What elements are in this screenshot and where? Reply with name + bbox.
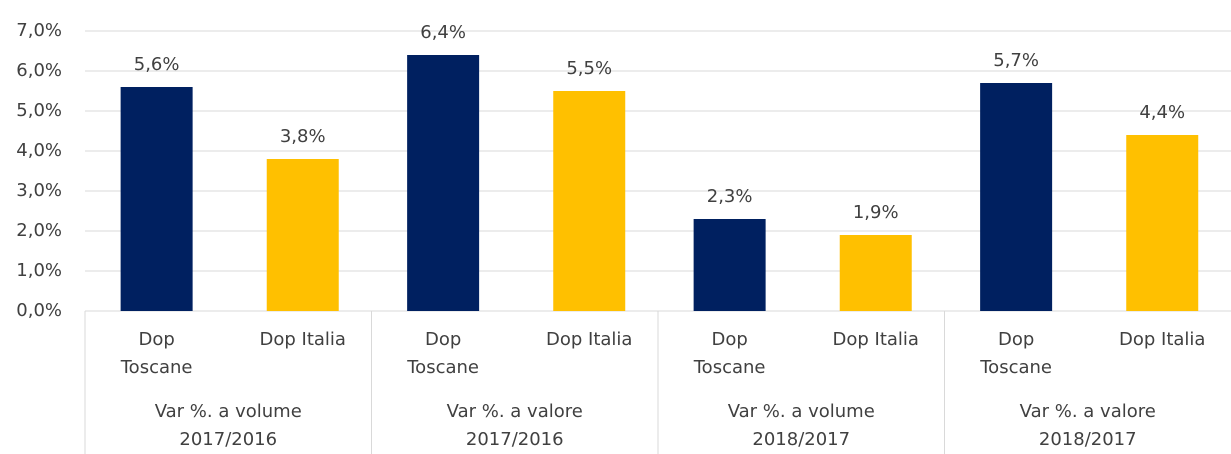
bar [407,55,480,311]
data-label: 2,3% [707,186,753,207]
category-label: Dop Toscane [120,329,193,378]
category-label: Dop Italia [546,329,633,350]
bar [839,235,912,311]
data-label: 5,7% [993,50,1039,71]
y-tick-label: 1,0% [16,260,62,281]
data-label: 1,9% [853,202,899,223]
y-tick-label: 7,0% [16,20,62,41]
category-label: Dop Italia [259,329,346,350]
bar [266,159,339,311]
category-label: Dop Toscane [980,329,1052,378]
y-tick-label: 4,0% [16,140,62,161]
y-tick-label: 5,0% [16,100,62,121]
category-label: Dop Toscane [693,329,766,378]
data-label: 6,4% [420,22,466,43]
y-tick-label: 0,0% [16,300,62,321]
y-tick-label: 3,0% [16,180,62,201]
group-label: Var %. a valore 2018/2017 [1019,401,1156,450]
y-tick-label: 2,0% [16,220,62,241]
bar [553,91,626,311]
group-label: Var %. a volume 2018/2017 [727,401,875,450]
group-label: Var %. a valore 2017/2016 [446,401,583,450]
category-label: Dop Toscane [407,329,479,378]
bar [120,87,193,311]
bar [1126,135,1199,311]
data-label: 4,4% [1139,102,1185,123]
category-label: Dop Italia [832,329,919,350]
category-label: Dop Italia [1119,329,1206,350]
y-tick-label: 6,0% [16,60,62,81]
data-label: 3,8% [280,126,326,147]
data-label: 5,5% [566,58,612,79]
bar [693,219,766,311]
bar [980,83,1053,311]
data-label: 5,6% [134,54,180,75]
group-label: Var %. a volume 2017/2016 [154,401,302,450]
